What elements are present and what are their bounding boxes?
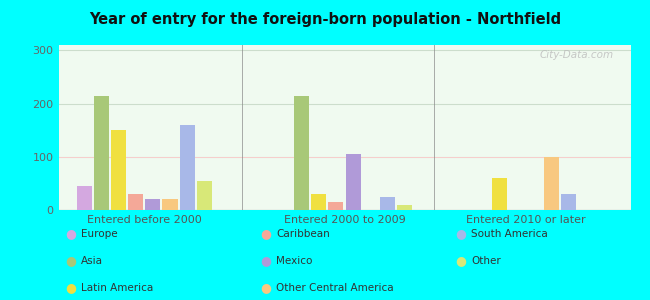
Bar: [492, 178, 508, 210]
Bar: [328, 202, 343, 210]
Text: Year of entry for the foreign-born population - Northfield: Year of entry for the foreign-born popul…: [89, 12, 561, 27]
Bar: [146, 200, 161, 210]
Bar: [397, 205, 412, 210]
Text: ●: ●: [260, 281, 271, 295]
Bar: [294, 96, 309, 210]
Bar: [128, 194, 143, 210]
Text: Asia: Asia: [81, 256, 103, 266]
Text: Other: Other: [471, 256, 501, 266]
Text: ●: ●: [65, 227, 76, 241]
Text: City-Data.com: City-Data.com: [540, 50, 614, 60]
Bar: [77, 186, 92, 210]
Text: ●: ●: [260, 254, 271, 268]
Text: ●: ●: [65, 281, 76, 295]
Text: Mexico: Mexico: [276, 256, 313, 266]
Text: ●: ●: [455, 254, 466, 268]
Bar: [311, 194, 326, 210]
Bar: [162, 200, 177, 210]
Text: ●: ●: [65, 254, 76, 268]
Bar: [197, 181, 212, 210]
Text: ●: ●: [455, 227, 466, 241]
Bar: [544, 157, 559, 210]
Bar: [179, 125, 195, 210]
Bar: [380, 197, 395, 210]
Text: Europe: Europe: [81, 229, 118, 239]
Bar: [94, 96, 109, 210]
Text: Other Central America: Other Central America: [276, 283, 394, 293]
Text: ●: ●: [260, 227, 271, 241]
Text: Caribbean: Caribbean: [276, 229, 330, 239]
Text: Latin America: Latin America: [81, 283, 153, 293]
Bar: [111, 130, 126, 210]
Bar: [346, 154, 361, 210]
Bar: [561, 194, 576, 210]
Text: South America: South America: [471, 229, 548, 239]
